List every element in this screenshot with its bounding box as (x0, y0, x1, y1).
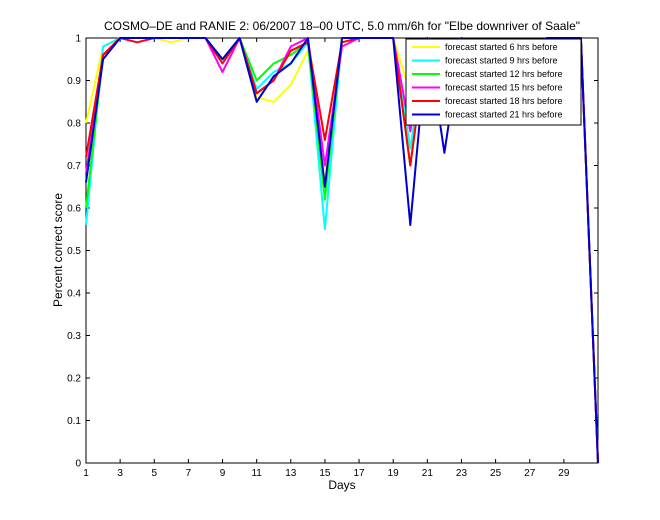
y-axis: 0 0.1 0.2 0.3 0.4 0.5 0.6 0.7 0.8 0.9 1 (67, 34, 598, 470)
legend-label: forecast started 6 hrs before (445, 42, 558, 52)
x-axis-title: Days (328, 478, 355, 492)
y-axis-title: Percent correct score (51, 193, 65, 307)
legend-box (405, 38, 582, 126)
y-tick-label: 0 (75, 459, 81, 470)
legend-label: forecast started 15 hrs before (445, 83, 563, 93)
x-tick-label: 7 (186, 468, 192, 479)
y-tick-label: 0.3 (67, 331, 81, 342)
y-tick-label: 0.7 (67, 161, 81, 172)
y-tick-label: 0.4 (67, 289, 81, 300)
legend: forecast started 6 hrs before forecast st… (405, 38, 582, 126)
x-tick-label: 9 (220, 468, 226, 479)
x-tick-label: 3 (117, 468, 123, 479)
legend-label: forecast started 21 hrs before (445, 110, 563, 120)
legend-label: forecast started 9 hrs before (445, 56, 558, 66)
y-tick-label: 0.1 (67, 416, 81, 427)
x-tick-label: 29 (558, 468, 570, 479)
y-tick-label: 0.6 (67, 204, 81, 215)
legend-label: forecast started 12 hrs before (445, 69, 563, 79)
x-tick-label: 17 (354, 468, 366, 479)
y-tick-label: 0.9 (67, 76, 81, 87)
x-tick-label: 21 (422, 468, 434, 479)
y-tick-label: 0.2 (67, 374, 81, 385)
x-tick-label: 13 (285, 468, 297, 479)
y-tick-label: 0.5 (67, 246, 81, 257)
chart-title: COSMO–DE and RANIE 2: 06/2007 18–00 UTC,… (104, 19, 580, 33)
x-tick-label: 23 (456, 468, 468, 479)
x-tick-label: 27 (524, 468, 536, 479)
x-tick-label: 5 (151, 468, 157, 479)
y-tick-label: 0.8 (67, 119, 81, 130)
x-tick-label: 1 (83, 468, 89, 479)
y-tick-label: 1 (75, 34, 81, 45)
x-tick-label: 15 (319, 468, 331, 479)
legend-label: forecast started 18 hrs before (445, 96, 563, 106)
x-tick-label: 25 (490, 468, 502, 479)
x-tick-label: 11 (251, 468, 262, 479)
x-tick-label: 19 (388, 468, 400, 479)
